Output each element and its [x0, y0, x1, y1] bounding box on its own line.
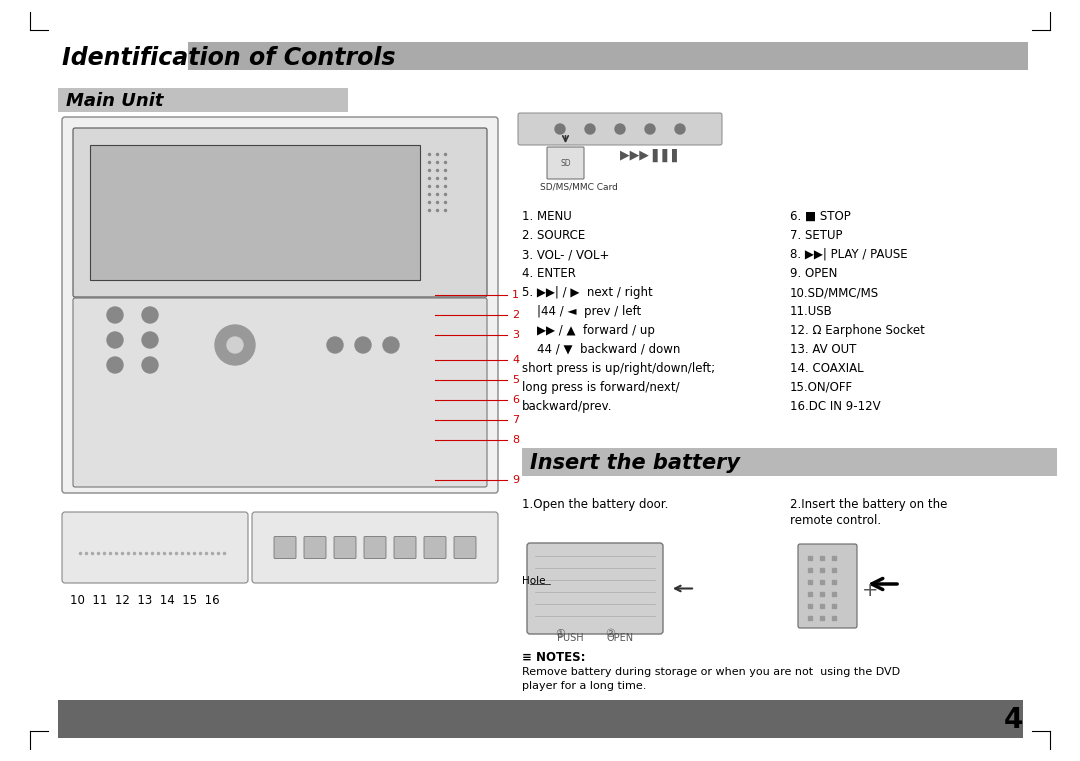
Text: 3. VOL- / VOL+: 3. VOL- / VOL+: [522, 248, 609, 261]
FancyBboxPatch shape: [424, 537, 446, 559]
Text: ②: ②: [605, 629, 615, 639]
FancyBboxPatch shape: [62, 117, 498, 493]
Circle shape: [675, 124, 685, 134]
Text: |44 / ◄  prev / left: |44 / ◄ prev / left: [522, 305, 642, 318]
Text: 3: 3: [512, 330, 519, 340]
Text: ▶▶▶ ▌▌▌: ▶▶▶ ▌▌▌: [620, 148, 681, 161]
FancyBboxPatch shape: [62, 512, 248, 583]
Text: ≡ NOTES:: ≡ NOTES:: [522, 651, 585, 664]
Text: PUSH: PUSH: [556, 633, 583, 643]
Circle shape: [107, 332, 123, 348]
Circle shape: [141, 307, 158, 323]
Circle shape: [141, 332, 158, 348]
FancyBboxPatch shape: [58, 700, 1023, 738]
Circle shape: [355, 337, 372, 353]
FancyBboxPatch shape: [73, 298, 487, 487]
Text: long press is forward/next/: long press is forward/next/: [522, 381, 679, 394]
FancyBboxPatch shape: [90, 145, 420, 280]
Text: SD: SD: [561, 160, 571, 168]
Text: 8. ▶▶| PLAY / PAUSE: 8. ▶▶| PLAY / PAUSE: [789, 248, 907, 261]
Text: player for a long time.: player for a long time.: [522, 681, 646, 691]
Circle shape: [555, 124, 565, 134]
Text: 5: 5: [512, 375, 519, 385]
FancyBboxPatch shape: [58, 88, 348, 112]
Text: Insert the battery: Insert the battery: [530, 453, 740, 473]
Text: 10.SD/MMC/MS: 10.SD/MMC/MS: [789, 286, 879, 299]
Text: Hole: Hole: [522, 576, 545, 586]
Circle shape: [615, 124, 625, 134]
Text: ▶▶ / ▲  forward / up: ▶▶ / ▲ forward / up: [522, 324, 654, 337]
Circle shape: [215, 325, 255, 365]
Text: 14. COAXIAL: 14. COAXIAL: [789, 362, 864, 375]
FancyBboxPatch shape: [334, 537, 356, 559]
Text: Main Unit: Main Unit: [66, 92, 163, 110]
Text: 4: 4: [512, 355, 519, 365]
Text: ①: ①: [555, 629, 565, 639]
Text: 6. ■ STOP: 6. ■ STOP: [789, 210, 851, 223]
Text: 13. AV OUT: 13. AV OUT: [789, 343, 856, 356]
FancyBboxPatch shape: [518, 113, 723, 145]
Text: 11.USB: 11.USB: [789, 305, 833, 318]
Text: 7: 7: [512, 415, 519, 425]
Text: backward/prev.: backward/prev.: [522, 400, 612, 413]
Text: short press is up/right/down/left;: short press is up/right/down/left;: [522, 362, 715, 375]
FancyBboxPatch shape: [252, 512, 498, 583]
FancyBboxPatch shape: [188, 42, 1028, 70]
Text: 4. ENTER: 4. ENTER: [522, 267, 576, 280]
Text: Identification of Controls: Identification of Controls: [62, 46, 395, 70]
FancyBboxPatch shape: [546, 147, 584, 179]
Circle shape: [227, 337, 243, 353]
Circle shape: [645, 124, 654, 134]
FancyBboxPatch shape: [454, 537, 476, 559]
Circle shape: [383, 337, 399, 353]
FancyBboxPatch shape: [303, 537, 326, 559]
FancyBboxPatch shape: [522, 448, 1057, 476]
FancyBboxPatch shape: [527, 543, 663, 634]
Text: 2.Insert the battery on the: 2.Insert the battery on the: [789, 498, 947, 511]
Text: 9: 9: [512, 475, 519, 485]
Circle shape: [107, 357, 123, 373]
Text: 1.Open the battery door.: 1.Open the battery door.: [522, 498, 669, 511]
Text: 9. OPEN: 9. OPEN: [789, 267, 837, 280]
Text: +: +: [862, 581, 878, 600]
FancyBboxPatch shape: [394, 537, 416, 559]
Text: 12. Ω Earphone Socket: 12. Ω Earphone Socket: [789, 324, 924, 337]
Text: 5. ▶▶| / ▶  next / right: 5. ▶▶| / ▶ next / right: [522, 286, 652, 299]
Text: 1: 1: [512, 290, 519, 300]
FancyBboxPatch shape: [798, 544, 858, 628]
Text: 2: 2: [512, 310, 519, 320]
Circle shape: [585, 124, 595, 134]
Circle shape: [141, 357, 158, 373]
Text: 15.ON/OFF: 15.ON/OFF: [789, 381, 853, 394]
Text: 7. SETUP: 7. SETUP: [789, 229, 842, 242]
FancyBboxPatch shape: [274, 537, 296, 559]
Text: 16.DC IN 9-12V: 16.DC IN 9-12V: [789, 400, 880, 413]
Text: 6: 6: [512, 395, 519, 405]
Text: 2. SOURCE: 2. SOURCE: [522, 229, 585, 242]
Text: Remove battery during storage or when you are not  using the DVD: Remove battery during storage or when yo…: [522, 667, 900, 677]
Text: OPEN: OPEN: [607, 633, 634, 643]
FancyBboxPatch shape: [73, 128, 487, 297]
Text: 10  11  12  13  14  15  16: 10 11 12 13 14 15 16: [70, 594, 219, 607]
Text: SD/MS/MMC Card: SD/MS/MMC Card: [540, 182, 618, 191]
Text: 1. MENU: 1. MENU: [522, 210, 571, 223]
Text: 44 / ▼  backward / down: 44 / ▼ backward / down: [522, 343, 680, 356]
Circle shape: [327, 337, 343, 353]
Circle shape: [107, 307, 123, 323]
Text: remote control.: remote control.: [789, 514, 881, 527]
Text: 8: 8: [512, 435, 519, 445]
Text: 4: 4: [1003, 706, 1023, 734]
FancyBboxPatch shape: [364, 537, 386, 559]
